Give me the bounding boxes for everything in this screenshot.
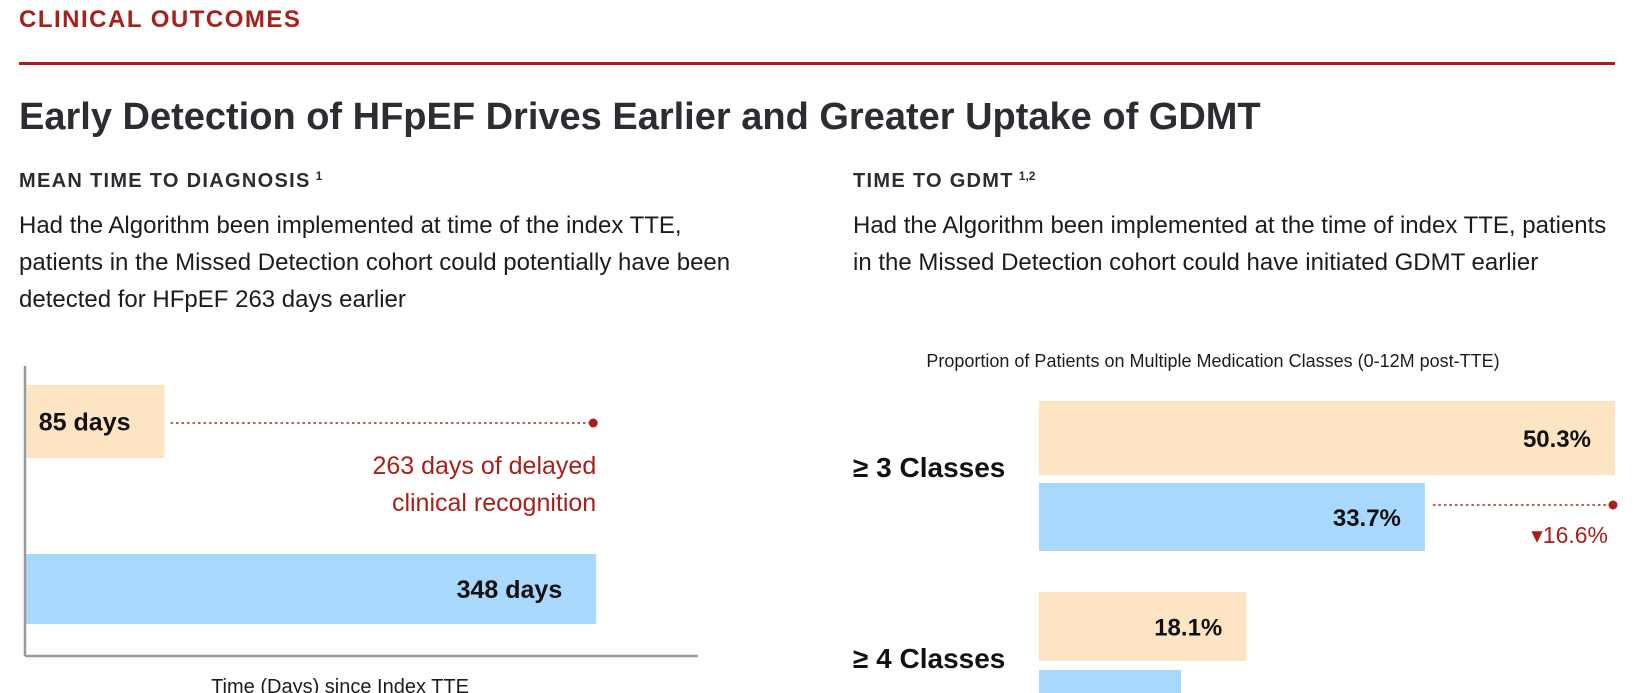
delay-annotation-line: 263 days of delayed — [372, 452, 596, 480]
section-label: CLINICAL OUTCOMES — [19, 6, 302, 33]
right-body-text: Had the Algorithm been implemented at th… — [853, 212, 1607, 276]
left-subtitle-ref: 1 — [315, 169, 323, 183]
difference-annotation: ▾16.6% — [1531, 522, 1608, 548]
diagnosis-bar-2 — [25, 554, 597, 624]
section-divider — [19, 62, 1615, 65]
right-subtitle: TIME TO GDMT 1,2 — [853, 169, 1035, 193]
left-subtitle-text: MEAN TIME TO DIAGNOSIS — [19, 170, 311, 192]
delay-annotation-line: clinical recognition — [392, 489, 596, 517]
left-subtitle: MEAN TIME TO DIAGNOSIS 1 — [19, 169, 322, 193]
medication-bar-value-label: 18.1% — [1154, 615, 1222, 642]
medication-bar-value-label: 50.3% — [1523, 426, 1591, 453]
medication-bar — [1039, 483, 1425, 551]
category-label: ≥ 3 Classes — [853, 452, 1005, 483]
difference-line-end-dot — [1608, 500, 1618, 510]
right-subtitle-ref: 1,2 — [1018, 169, 1036, 183]
gdmt-chart-title: Proportion of Patients on Multiple Medic… — [926, 351, 1500, 371]
delay-line-end-dot — [588, 418, 598, 428]
medication-bar — [1039, 592, 1247, 661]
medication-bar — [1039, 670, 1181, 693]
page-headline: Early Detection of HFpEF Drives Earlier … — [19, 96, 1261, 138]
diagnosis-bar-value-label: 348 days — [457, 576, 563, 604]
right-subtitle-text: TIME TO GDMT — [853, 170, 1014, 192]
left-body-text: Had the Algorithm been implemented at ti… — [19, 212, 731, 313]
diagnosis-bar-value-label: 85 days — [39, 409, 131, 437]
category-label: ≥ 4 Classes — [853, 643, 1005, 674]
diagnosis-bar-1 — [25, 385, 165, 458]
medication-bar — [1039, 401, 1615, 475]
medication-bar-value-label: 33.7% — [1333, 505, 1401, 532]
diagnosis-x-axis-label: Time (Days) since Index TTE — [211, 676, 469, 693]
